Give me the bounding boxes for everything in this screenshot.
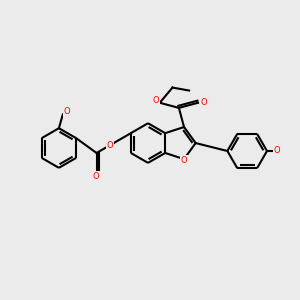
Text: O: O [201,98,207,107]
Text: O: O [274,146,280,155]
Text: O: O [92,172,99,181]
Text: O: O [152,96,159,105]
Text: O: O [64,107,70,116]
Text: O: O [106,140,113,149]
Text: O: O [181,156,187,165]
